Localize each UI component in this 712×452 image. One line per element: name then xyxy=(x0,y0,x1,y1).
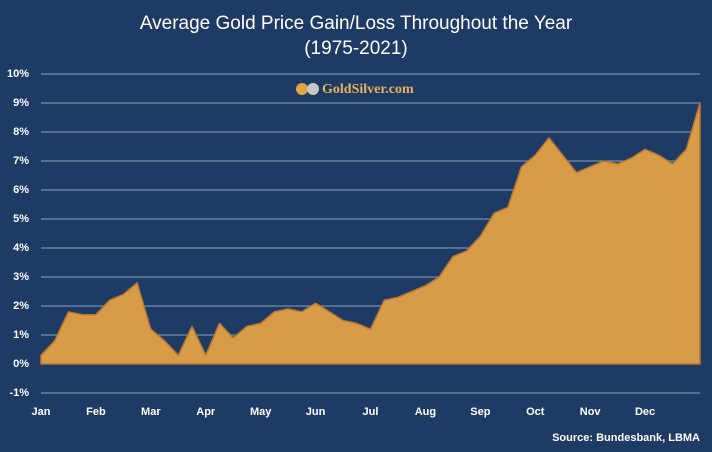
x-tick-label: Jan xyxy=(32,406,51,418)
x-tick-label: Oct xyxy=(526,406,545,418)
logo-coin xyxy=(307,83,319,95)
y-tick-label: 5% xyxy=(13,213,29,225)
x-tick-label: Jul xyxy=(363,406,379,418)
y-tick-label: 10% xyxy=(7,68,29,80)
x-tick-label: May xyxy=(250,406,272,418)
chart-title: Average Gold Price Gain/Loss Throughout … xyxy=(140,13,573,34)
y-tick-label: 9% xyxy=(13,97,29,109)
y-tick-label: 4% xyxy=(13,242,29,254)
y-tick-label: 1% xyxy=(13,329,29,341)
area xyxy=(40,102,701,365)
x-tick-label: Nov xyxy=(580,406,602,418)
x-tick-label: Feb xyxy=(86,406,106,418)
y-tick-label: 7% xyxy=(13,155,29,167)
y-tick-label: 8% xyxy=(13,126,29,138)
x-tick-label: Sep xyxy=(470,406,490,418)
y-tick-label: 6% xyxy=(13,184,29,196)
logo: GoldSilver.com xyxy=(322,82,414,97)
x-tick-label: Jun xyxy=(306,406,326,418)
source: Source: Bundesbank, LBMA xyxy=(552,432,700,444)
x-tick-label: Apr xyxy=(196,406,216,418)
chart-subtitle: (1975-2021) xyxy=(304,38,408,59)
y-tick-label: -1% xyxy=(9,387,29,399)
x-tick-label: Aug xyxy=(415,406,436,418)
x-tick-label: Dec xyxy=(635,406,655,418)
y-tick-label: 3% xyxy=(13,271,29,283)
y-tick-label: 0% xyxy=(13,358,29,370)
x-tick-label: Mar xyxy=(141,406,161,418)
y-tick-label: 2% xyxy=(13,300,29,312)
logo-coin xyxy=(296,83,308,95)
